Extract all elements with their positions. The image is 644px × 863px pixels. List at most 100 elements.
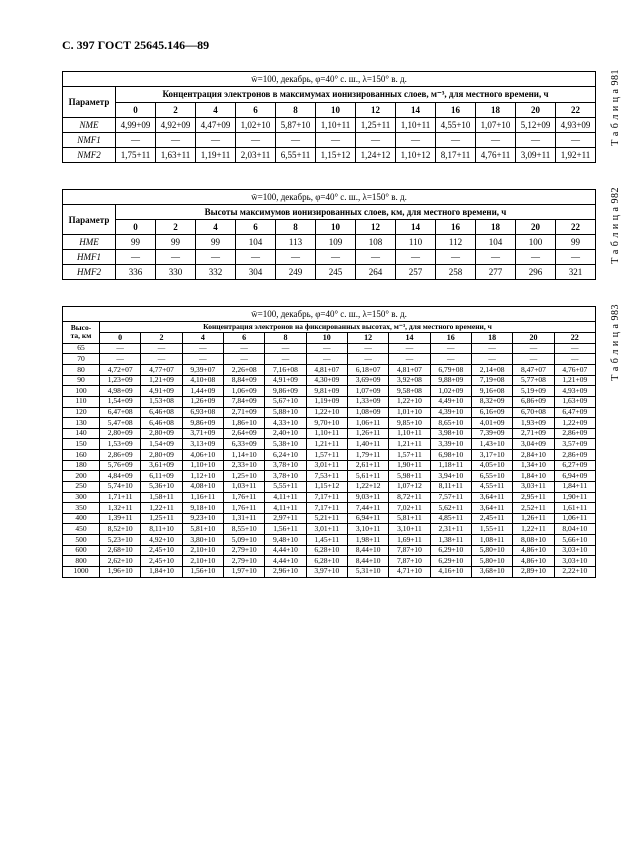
data-cell: 3,71+09	[182, 428, 223, 439]
data-cell: 1,54+09	[100, 396, 141, 407]
data-cell: 304	[236, 265, 276, 280]
data-cell: 4,91+09	[265, 375, 306, 386]
table-subcap-983: w̄=100, декабрь, φ=40° с. ш., λ=150° в. …	[62, 306, 596, 321]
data-cell: 7,17+11	[306, 503, 347, 514]
data-cell: 1,18+11	[430, 460, 471, 471]
data-cell: 3,01+11	[306, 460, 347, 471]
data-cell: 3,01+11	[306, 524, 347, 535]
data-cell: 277	[476, 265, 516, 280]
data-cell: 2,10+10	[182, 556, 223, 567]
table-row: HME99999910411310910811011210410099	[63, 235, 596, 250]
data-cell: 2,95+11	[513, 492, 554, 503]
data-cell: 8,32+09	[471, 396, 512, 407]
data-cell: 2,86+09	[554, 450, 595, 461]
data-cell: 2,10+10	[182, 545, 223, 556]
data-cell: 5,98+11	[389, 471, 430, 482]
data-cell: —	[347, 343, 388, 354]
data-cell: 2,31+11	[430, 524, 471, 535]
col-head: 0	[116, 103, 156, 118]
height-cell: 180	[63, 460, 100, 471]
col-head: 18	[476, 103, 516, 118]
data-cell: 3,68+10	[471, 566, 512, 577]
data-cell: 1,06+11	[554, 513, 595, 524]
data-cell: 1,25+11	[141, 513, 182, 524]
data-cell: 113	[276, 235, 316, 250]
row-label-cell: NME	[63, 118, 116, 133]
data-cell: 4,72+07	[100, 365, 141, 376]
data-cell: —	[265, 343, 306, 354]
data-cell: 6,94+11	[347, 513, 388, 524]
data-cell: 1,53+08	[141, 396, 182, 407]
data-cell: 5,31+10	[347, 566, 388, 577]
data-cell: 2,22+10	[554, 566, 595, 577]
data-cell: 8,17+11	[436, 148, 476, 163]
height-cell: 250	[63, 481, 100, 492]
data-cell: 321	[556, 265, 596, 280]
data-cell: —	[116, 250, 156, 265]
data-cell: 3,78+10	[265, 460, 306, 471]
data-cell: 4,55+11	[471, 481, 512, 492]
data-cell: —	[513, 343, 554, 354]
data-cell: 4,99+09	[116, 118, 156, 133]
data-cell: 5,80+10	[471, 545, 512, 556]
table-981: Параметр Концентрация электронов в макси…	[62, 86, 596, 163]
data-cell: 2,64+09	[223, 428, 264, 439]
data-cell: —	[389, 354, 430, 365]
data-cell: 9,23+10	[182, 513, 223, 524]
data-cell: 258	[436, 265, 476, 280]
data-cell: 6,28+10	[306, 545, 347, 556]
data-cell: 1,01+10	[389, 407, 430, 418]
data-cell: 6,16+09	[471, 407, 512, 418]
data-cell: 104	[476, 235, 516, 250]
data-cell: 3,64+11	[471, 503, 512, 514]
table-row: 1305,47+086,46+089,86+091,86+104,33+109,…	[63, 418, 596, 429]
row-label-cell: HMF2	[63, 265, 116, 280]
data-cell: 1,08+09	[347, 407, 388, 418]
data-cell: 4,85+11	[430, 513, 471, 524]
data-cell: —	[556, 250, 596, 265]
data-cell: 2,45+10	[141, 556, 182, 567]
data-cell: 5,12+09	[516, 118, 556, 133]
table-row: NMF1————————————	[63, 133, 596, 148]
data-cell: 1,56+10	[182, 566, 223, 577]
data-cell: 3,03+10	[554, 556, 595, 567]
data-cell: —	[436, 133, 476, 148]
data-cell: 1,26+09	[182, 396, 223, 407]
data-cell: 1,21+09	[554, 375, 595, 386]
col-head: 4	[196, 103, 236, 118]
data-cell: 7,57+11	[430, 492, 471, 503]
height-cell: 140	[63, 428, 100, 439]
data-cell: 1,93+09	[513, 418, 554, 429]
data-cell: 2,86+09	[554, 428, 595, 439]
data-cell: 1,86+10	[223, 418, 264, 429]
data-cell: —	[471, 343, 512, 354]
height-cell: 1000	[63, 566, 100, 577]
data-cell: 9,18+10	[182, 503, 223, 514]
data-cell: 1,45+11	[306, 535, 347, 546]
height-cell: 65	[63, 343, 100, 354]
data-cell: 5,80+10	[471, 556, 512, 567]
param-head-981: Параметр	[63, 87, 116, 118]
data-cell: 2,80+09	[141, 428, 182, 439]
col-head: 14	[396, 103, 436, 118]
col-head: 10	[316, 103, 356, 118]
data-cell: 4,11+11	[265, 503, 306, 514]
data-cell: 1,55+11	[471, 524, 512, 535]
data-cell: 4,16+10	[430, 566, 471, 577]
height-cell: 160	[63, 450, 100, 461]
data-cell: 4,01+09	[471, 418, 512, 429]
data-cell: 6,55+11	[276, 148, 316, 163]
data-cell: —	[116, 133, 156, 148]
data-cell: 1,84+10	[513, 471, 554, 482]
data-cell: —	[276, 133, 316, 148]
data-cell: 1,54+09	[141, 439, 182, 450]
height-cell: 80	[63, 365, 100, 376]
table-subcap-981: w̄=100, декабрь, φ=40° с. ш., λ=150° в. …	[62, 71, 596, 86]
data-cell: 6,47+08	[100, 407, 141, 418]
data-cell: —	[306, 354, 347, 365]
data-cell: 8,65+10	[430, 418, 471, 429]
data-cell: 4,44+10	[265, 545, 306, 556]
super-head-981: Концентрация электронов в максимумах ион…	[116, 87, 596, 103]
data-cell: 109	[316, 235, 356, 250]
data-cell: 4,86+10	[513, 556, 554, 567]
